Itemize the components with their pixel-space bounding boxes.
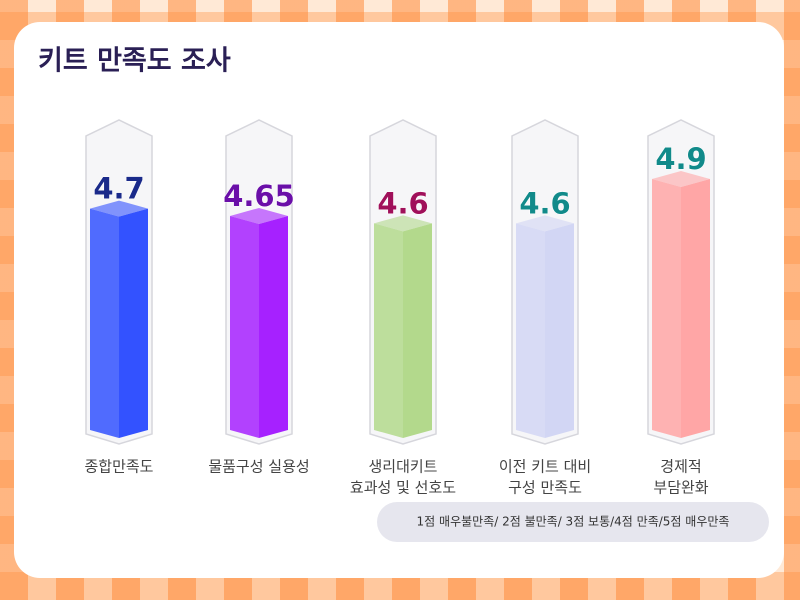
value-label: 4.65 (223, 179, 295, 213)
category-label: 이전 키트 대비 (499, 458, 591, 476)
bar-left (652, 179, 681, 439)
bar-left (230, 215, 259, 438)
bar-top (374, 215, 432, 232)
bar-right (681, 179, 710, 439)
note-box (377, 502, 769, 542)
bar-left (516, 223, 545, 438)
category-label: 구성 만족도 (508, 479, 582, 497)
category-label: 종합만족도 (84, 458, 153, 476)
category-label: 경제적 (660, 458, 701, 476)
bar-right (403, 223, 432, 438)
bar-right (119, 208, 148, 438)
note: 1점 매우불만족/ 2점 불만족/ 3점 보통/4점 만족/5점 매우만족 (417, 515, 730, 529)
bar-left (90, 208, 119, 438)
category-label: 생리대키트 (368, 458, 437, 476)
bar (516, 215, 574, 438)
category-label: 효과성 및 선호도 (350, 479, 456, 497)
value-label: 4.6 (519, 186, 570, 220)
value-label: 4.9 (655, 142, 706, 176)
bar-top (230, 207, 288, 224)
bar-right (545, 223, 574, 438)
bar-right (259, 215, 288, 438)
category-label: 물품구성 실용성 (208, 458, 309, 476)
value-label: 4.7 (93, 172, 144, 206)
bar (230, 207, 288, 438)
bar-top (652, 171, 710, 188)
bar-left (374, 223, 403, 438)
category-label: 부담완화 (653, 479, 708, 497)
bar (652, 171, 710, 439)
bar (374, 215, 432, 438)
bar-top (516, 215, 574, 232)
bar-top (90, 200, 148, 217)
value-label: 4.6 (377, 186, 428, 220)
chart-title: 키트 만족도 조사 (38, 46, 231, 77)
bar (90, 200, 148, 438)
